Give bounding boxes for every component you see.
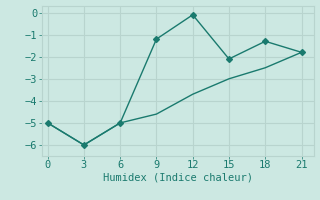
X-axis label: Humidex (Indice chaleur): Humidex (Indice chaleur) [103,173,252,183]
